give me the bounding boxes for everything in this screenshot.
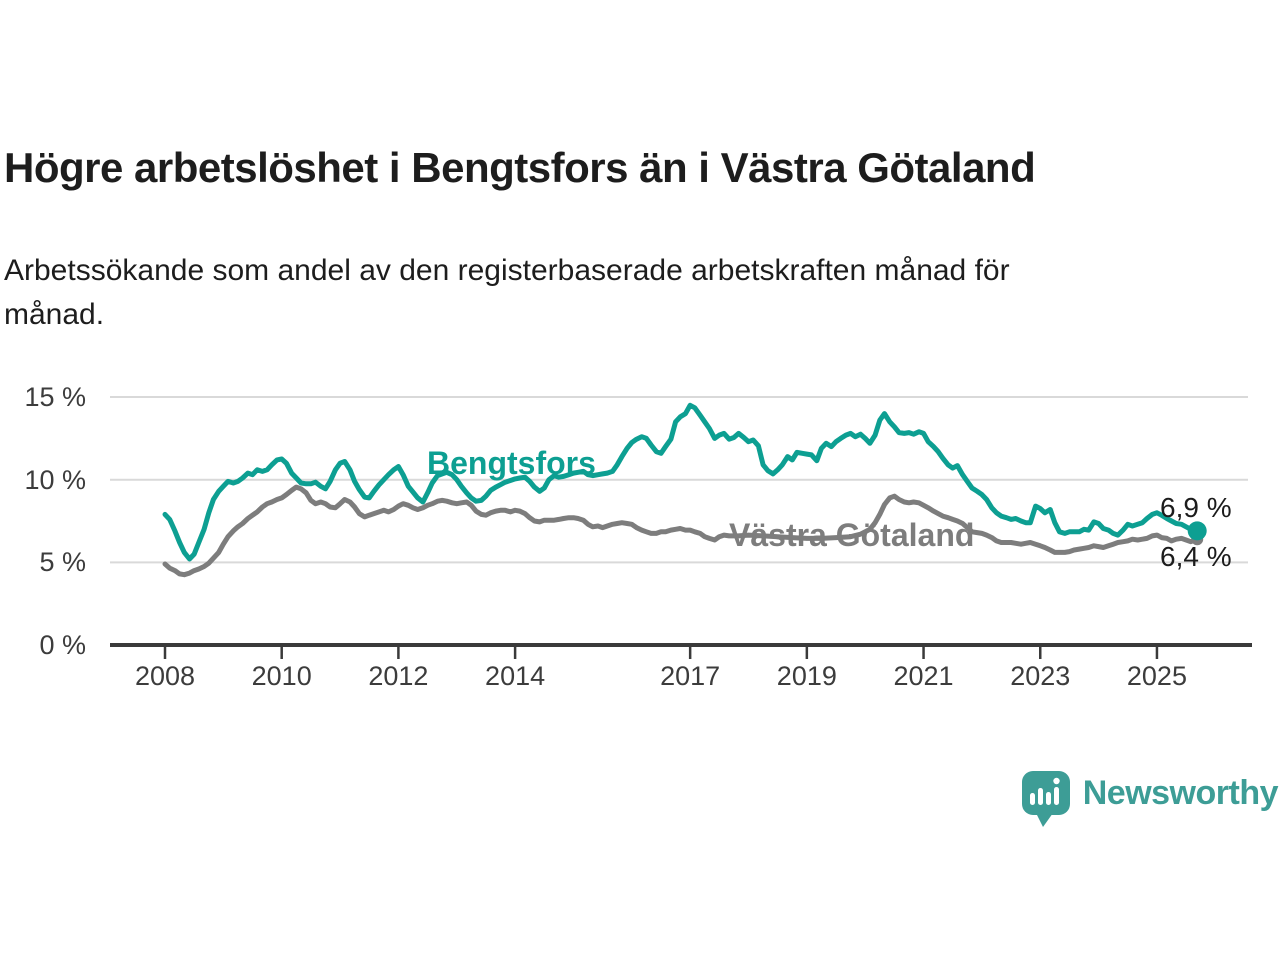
x-axis-tick-label: 2008: [134, 661, 196, 691]
end-value-label-vastra-gotaland: 6,4 %: [1160, 541, 1232, 572]
chart-subtitle: Arbetssökande som andel av den registerb…: [4, 249, 1010, 337]
newsworthy-logo: Newsworthy: [1021, 771, 1279, 828]
newsworthy-logo-icon: [1021, 771, 1070, 827]
series-label-bengtsfors: Bengtsfors: [427, 445, 596, 481]
y-axis-tick-label: 5 %: [39, 547, 86, 578]
subtitle-line-2: månad.: [4, 298, 105, 331]
x-axis-tick-label: 2012: [368, 661, 429, 691]
series-line-vastra-gotaland: [162, 484, 1200, 578]
x-axis-tick-label: 2021: [893, 661, 954, 691]
x-axis-tick-label: 2023: [1010, 661, 1071, 691]
end-value-label-bengtsfors: 6,9 %: [1160, 492, 1232, 523]
subtitle-line-1: Arbetssökande som andel av den registerb…: [4, 254, 1010, 287]
x-axis-tick-label: 2010: [251, 661, 312, 691]
page-title: Högre arbetslöshet i Bengtsfors än i Väs…: [4, 144, 1036, 191]
x-axis-tick-label: 2019: [776, 661, 837, 691]
x-axis-tick-label: 2014: [485, 661, 546, 691]
y-axis-tick-label: 10 %: [24, 464, 86, 495]
y-axis-tick-label: 15 %: [24, 382, 86, 413]
series-line-bengtsfors: [162, 402, 1200, 562]
x-axis-tick-label: 2017: [660, 661, 721, 691]
endpoint-dot-bengtsfors: [1187, 521, 1207, 541]
newsworthy-wordmark: Newsworthy: [1082, 774, 1279, 812]
x-axis-tick-label: 2025: [1126, 661, 1187, 691]
series-label-vastra-gotaland: Västra Götaland: [729, 517, 975, 553]
y-axis-tick-label: 0 %: [39, 630, 86, 660]
